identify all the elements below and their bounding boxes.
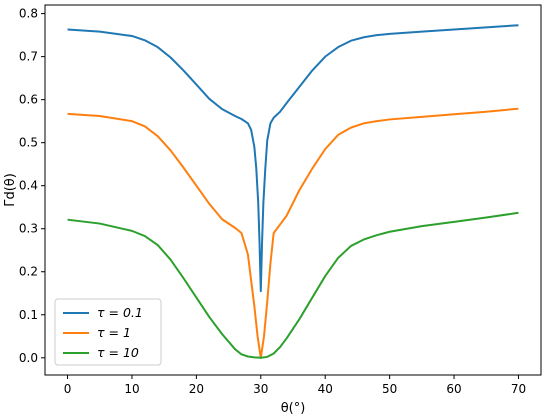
x-tick-label: 40 bbox=[318, 382, 333, 396]
series-line-0 bbox=[67, 24, 519, 293]
y-tick-label: 0.6 bbox=[19, 93, 38, 107]
legend-label-2: τ = 10 bbox=[97, 345, 139, 360]
x-tick-label: 0 bbox=[64, 382, 72, 396]
legend-label-1: τ = 1 bbox=[97, 325, 131, 340]
series-line-2 bbox=[67, 211, 519, 359]
x-tick-label: 10 bbox=[124, 382, 139, 396]
series-layer bbox=[67, 24, 519, 359]
series-line-1 bbox=[67, 107, 519, 359]
y-axis-ticks: 0.0 0.1 0.2 0.3 0.4 0.5 0.6 0.7 0.8 bbox=[19, 7, 45, 365]
y-tick-label: 0.3 bbox=[19, 222, 38, 236]
y-tick-label: 0.1 bbox=[19, 308, 38, 322]
y-tick-label: 0.2 bbox=[19, 265, 38, 279]
plot-frame bbox=[44, 4, 542, 376]
y-tick-label: 0.0 bbox=[19, 351, 38, 365]
y-axis-label: Γd(θ) bbox=[3, 173, 18, 207]
x-tick-label: 20 bbox=[189, 382, 204, 396]
legend-box bbox=[54, 298, 162, 366]
x-axis-ticks: 0 10 20 30 40 50 60 70 bbox=[64, 375, 526, 396]
legend: τ = 0.1 τ = 1 τ = 10 bbox=[54, 298, 162, 366]
y-tick-label: 0.8 bbox=[19, 7, 38, 21]
x-tick-label: 30 bbox=[253, 382, 268, 396]
y-tick-label: 0.7 bbox=[19, 50, 38, 64]
x-tick-label: 50 bbox=[382, 382, 397, 396]
y-tick-label: 0.5 bbox=[19, 136, 38, 150]
y-tick-label: 0.4 bbox=[19, 179, 38, 193]
legend-label-0: τ = 0.1 bbox=[97, 305, 143, 320]
x-axis-label: θ(°) bbox=[281, 401, 306, 416]
x-tick-label: 60 bbox=[446, 382, 461, 396]
x-tick-label: 70 bbox=[511, 382, 526, 396]
